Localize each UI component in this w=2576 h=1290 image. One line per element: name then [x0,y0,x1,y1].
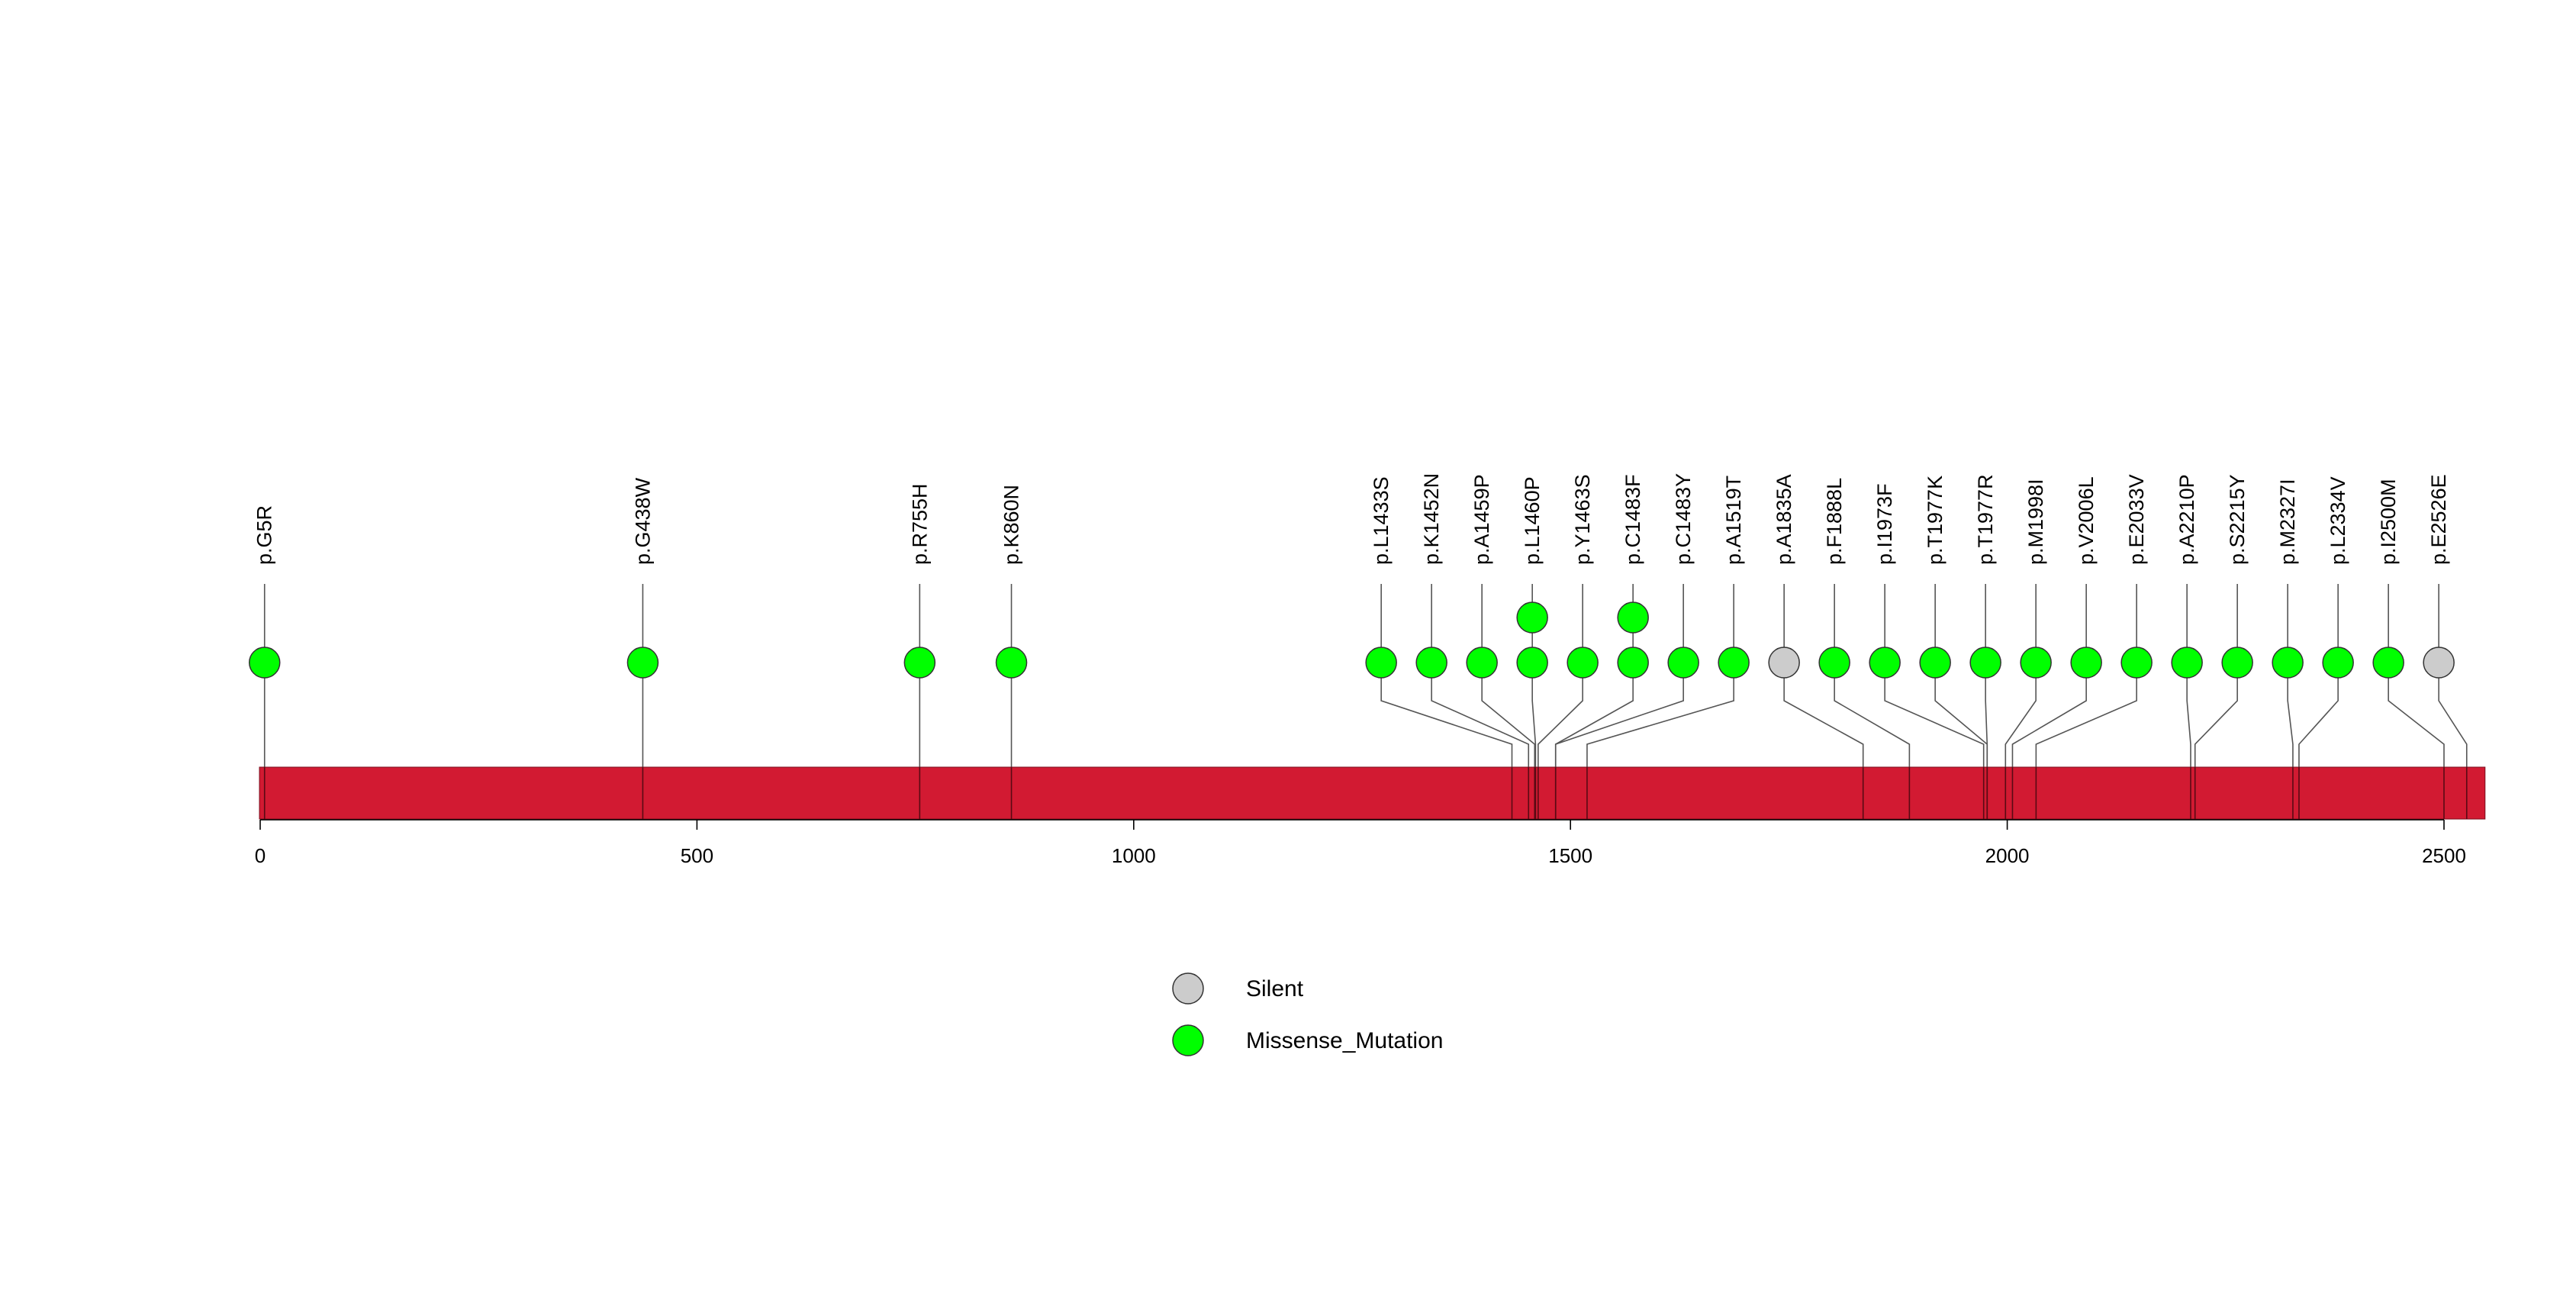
missense-marker [1516,601,1548,634]
connector-line [1380,584,1513,767]
missense-marker [1466,647,1498,679]
x-tick-label: 1000 [1112,844,1156,867]
x-tick-label: 2000 [1985,844,2030,867]
x-axis: 0 500 1000 1500 2000 2500 [255,819,2466,867]
mutation-label: p.F1888L [1823,478,1846,565]
legend-marker [1172,1024,1204,1056]
connector-line [1884,584,1985,767]
mutation-position-ticks [263,767,2468,819]
legend-marker [1172,972,1204,1005]
connector-line [1834,584,1911,767]
mutation-label: p.M1998I [2024,479,2047,565]
mutation-labels: p.G5R p.G438W p.R755H p.K860N p.L1433S p.K145… [253,473,2450,565]
x-tick-label: 500 [681,844,713,867]
legend-label: Missense_Mutation [1246,1028,1443,1053]
connector-lines [263,584,2468,767]
connector-line [1481,584,1536,767]
missense-marker [995,647,1028,679]
missense-marker [1718,647,1750,679]
mutation-label: p.L1460P [1521,476,1544,565]
missense-marker [1516,647,1548,679]
mutation-label: p.R755H [908,483,931,565]
x-tick-label: 2500 [2422,844,2466,867]
legend-label: Silent [1246,976,1304,1001]
missense-marker [1667,647,1699,679]
missense-marker [2272,647,2304,679]
connector-line [2004,584,2037,767]
connector-line [2194,584,2238,767]
legend: Silent Missense_Mutation [1172,972,1443,1056]
connector-line [2035,584,2137,767]
mutation-label: p.K860N [1000,485,1023,565]
missense-marker [2322,647,2354,679]
silent-marker [1768,647,1800,679]
mutation-label: p.E2033V [2125,474,2148,565]
connector-line [2287,584,2294,767]
missense-marker [2221,647,2253,679]
connector-line [1431,584,1530,767]
connector-line [2011,584,2087,767]
connector-line [2388,584,2445,767]
connector-line [2186,584,2191,767]
connector-line [1538,584,1583,767]
mutation-label: p.A1459P [1470,474,1493,565]
x-tick-label: 0 [255,844,266,867]
missense-marker [626,647,659,679]
missense-marker [2070,647,2102,679]
missense-marker [248,647,281,679]
missense-marker [2372,647,2404,679]
mutation-label: p.T1977R [1974,474,1997,565]
mutation-label: p.L1433S [1370,476,1393,565]
mutation-label: p.V2006L [2075,476,2098,565]
x-tick-label: 1500 [1548,844,1592,867]
missense-marker [1617,601,1649,634]
mutation-label: p.A1835A [1773,474,1795,565]
mutation-label: p.A1519T [1722,476,1745,565]
mutation-label: p.T1977K [1924,476,1946,565]
connector-line [1531,584,1537,767]
mutation-label: p.K1452N [1420,473,1443,565]
connector-line [1586,584,1734,767]
missense-marker [1415,647,1447,679]
mutation-label: p.A2210P [2175,474,2198,565]
missense-marker [1969,647,2001,679]
mutation-label: p.I2500M [2377,479,2400,565]
mutation-label: p.G438W [631,477,654,565]
protein-bar [259,766,2486,820]
mutation-label: p.E2526E [2427,474,2450,565]
mutation-label: p.M2327I [2276,479,2299,565]
missense-marker [1617,647,1649,679]
mutation-label: p.L2334V [2326,476,2349,565]
missense-marker [1365,647,1397,679]
mutation-label: p.I1973F [1873,483,1896,565]
missense-marker [2171,647,2203,679]
missense-marker [2120,647,2153,679]
missense-marker [1869,647,1901,679]
mutation-label: p.C1483Y [1672,473,1695,565]
mutation-label: p.G5R [253,505,276,565]
connector-line [2298,584,2339,767]
missense-marker [1919,647,1951,679]
mutation-label: p.S2215Y [2226,474,2249,565]
connector-line [2438,584,2468,767]
silent-marker [2423,647,2455,679]
mutation-markers [248,601,2455,679]
connector-line [1783,584,1864,767]
connector-line [1985,584,1988,767]
mutation-label: p.Y1463S [1571,474,1594,565]
connector-line [1554,584,1684,767]
mutation-label: p.C1483F [1621,474,1644,565]
missense-marker [1818,647,1850,679]
missense-marker [1567,647,1599,679]
missense-marker [2020,647,2052,679]
missense-marker [903,647,936,679]
